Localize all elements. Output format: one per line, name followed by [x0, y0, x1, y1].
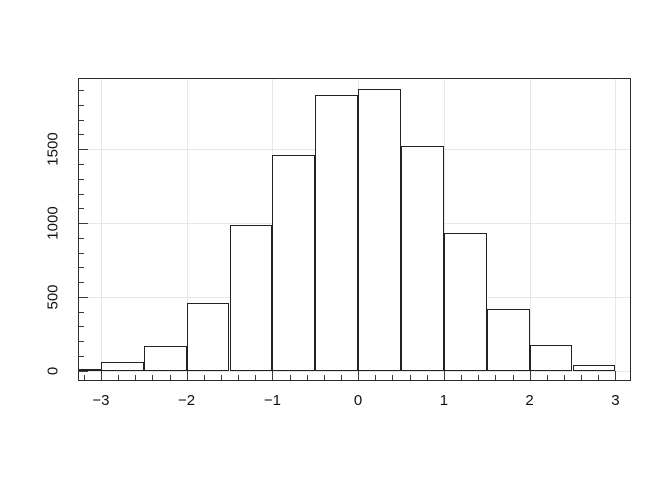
x-major-tick: [358, 371, 360, 381]
histogram-bar: [143, 345, 187, 371]
gridline-vertical: [100, 78, 102, 381]
x-minor-tick: [495, 375, 497, 381]
y-minor-tick: [78, 326, 84, 328]
y-minor-tick: [78, 134, 84, 136]
y-minor-tick: [78, 252, 84, 254]
x-major-tick: [529, 371, 531, 381]
y-minor-tick: [78, 163, 84, 165]
y-major-tick: [78, 296, 88, 298]
x-tick-label: −2: [178, 392, 196, 409]
gridline-vertical: [529, 78, 531, 381]
x-minor-tick: [323, 375, 325, 381]
y-tick-label: 1500: [44, 132, 62, 166]
x-tick-label: 2: [525, 392, 534, 409]
x-minor-tick: [135, 375, 137, 381]
y-minor-tick: [78, 282, 84, 284]
histogram-bar: [358, 88, 401, 371]
y-major-tick: [78, 223, 88, 224]
x-major-tick: [443, 371, 445, 381]
x-major-tick: [100, 371, 102, 381]
x-tick-label: 3: [611, 392, 620, 409]
histogram-bar: [100, 362, 144, 371]
histogram-bar: [229, 225, 273, 371]
y-minor-tick: [78, 208, 84, 210]
x-minor-tick: [238, 375, 240, 381]
x-minor-tick: [598, 375, 600, 381]
x-minor-tick: [478, 375, 480, 381]
x-minor-tick: [289, 375, 291, 381]
y-major-tick: [78, 149, 88, 151]
gridline-vertical: [186, 78, 188, 381]
y-minor-tick: [78, 193, 84, 195]
x-minor-tick: [203, 375, 205, 381]
x-minor-tick: [581, 375, 583, 381]
x-minor-tick: [83, 375, 85, 381]
y-minor-tick: [78, 341, 84, 343]
x-minor-tick: [169, 375, 171, 381]
y-tick-label: 1000: [44, 206, 62, 240]
histogram-bar: [486, 309, 530, 371]
y-minor-tick: [78, 311, 84, 313]
x-minor-tick: [152, 375, 154, 381]
y-minor-tick: [78, 355, 84, 357]
x-minor-tick: [306, 375, 308, 381]
x-tick-label: 1: [439, 392, 449, 409]
x-minor-tick: [392, 375, 394, 381]
x-minor-tick: [426, 375, 428, 381]
x-minor-tick: [375, 375, 377, 381]
x-tick-label: −3: [92, 392, 110, 409]
histogram-bar: [529, 345, 573, 371]
x-minor-tick: [461, 375, 462, 381]
plot-area: [78, 78, 631, 381]
x-tick-label: 0: [353, 392, 363, 409]
x-tick-label: −1: [263, 392, 281, 409]
x-major-tick: [186, 371, 188, 381]
gridline-vertical: [615, 78, 617, 381]
histogram-bar: [315, 94, 359, 371]
y-tick-label: 500: [44, 284, 62, 310]
x-minor-tick: [118, 375, 119, 381]
y-minor-tick: [78, 104, 84, 106]
histogram-bar: [272, 155, 316, 371]
histogram-bar: [572, 364, 616, 371]
x-major-tick: [615, 371, 617, 381]
y-tick-label: 0: [44, 366, 62, 375]
gridline-vertical: [443, 78, 445, 381]
y-minor-tick: [78, 237, 84, 239]
histogram-bar: [186, 302, 230, 371]
histogram-bar: [443, 232, 487, 371]
x-minor-tick: [512, 375, 514, 381]
y-major-tick: [78, 370, 88, 372]
y-minor-tick: [78, 178, 84, 180]
x-minor-tick: [409, 375, 411, 381]
gridline-horizontal: [78, 370, 631, 372]
x-minor-tick: [546, 375, 548, 381]
y-minor-tick: [78, 90, 84, 92]
x-minor-tick: [341, 375, 342, 381]
y-minor-tick: [78, 119, 84, 121]
x-minor-tick: [220, 375, 222, 381]
histogram-bar: [401, 146, 444, 371]
x-minor-tick: [563, 375, 565, 381]
x-minor-tick: [255, 375, 257, 381]
y-minor-tick: [78, 267, 84, 269]
x-major-tick: [272, 371, 274, 381]
